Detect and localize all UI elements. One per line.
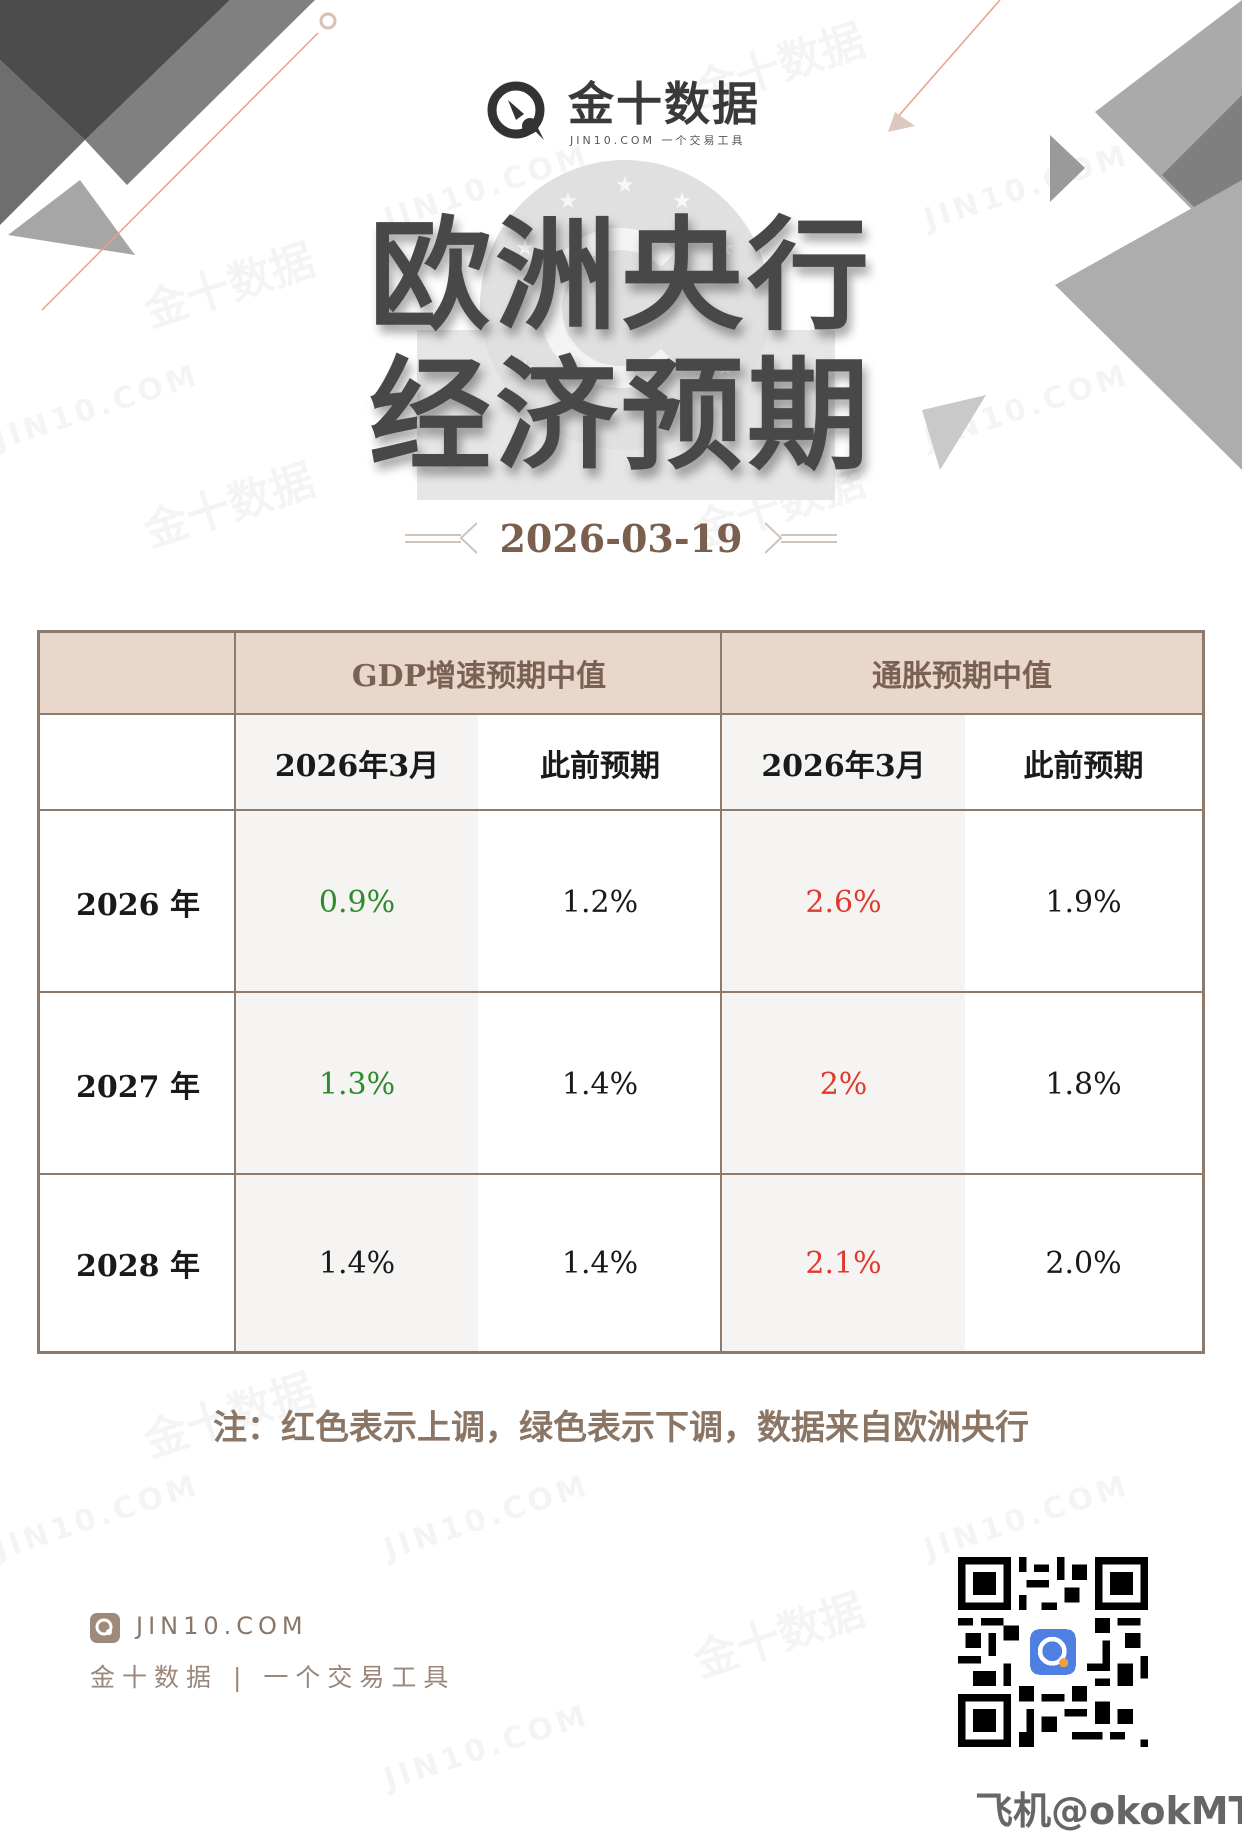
footer-tagline: 金十数据 | 一个交易工具	[90, 1663, 456, 1692]
decorative-shapes-top-right	[860, 0, 1242, 480]
table-divider	[40, 713, 1202, 715]
date-row: 2026-03-19	[0, 510, 1242, 566]
svg-text:★: ★	[515, 356, 535, 381]
brand-subtitle: JIN10.COM 一个交易工具	[570, 134, 746, 147]
svg-text:★: ★	[515, 236, 535, 261]
gdp-current-2028: 1.4%	[318, 1245, 396, 1281]
cpi-current-2027: 2%	[819, 1066, 868, 1102]
table-divider	[40, 1173, 1202, 1175]
gdp-current-2026: 0.9%	[318, 884, 396, 920]
watermark: JIN10.COM	[920, 1468, 1134, 1567]
row-label-2026: 2026 年	[76, 888, 200, 923]
qr-code[interactable]	[957, 1557, 1149, 1747]
row-label-2028: 2028 年	[76, 1249, 200, 1284]
rocket-q-logo-icon	[487, 81, 545, 140]
svg-text:★: ★	[715, 356, 735, 381]
watermark: 金十数据	[684, 1574, 871, 1689]
cpi-current-2026: 2.6%	[805, 884, 882, 920]
gdp-previous-2028: 1.4%	[561, 1245, 639, 1281]
watermark: JIN10.COM	[380, 1468, 594, 1567]
social-handle: 飞机@okokMT	[975, 1789, 1242, 1833]
cpi-current-2028: 2.1%	[805, 1245, 882, 1281]
header-gdp: GDP增速预期中值	[236, 633, 722, 713]
footer-site: JIN10.COM	[136, 1612, 308, 1640]
shaded-column	[236, 715, 478, 1351]
subheader-cpi-previous: 此前预期	[1023, 749, 1144, 784]
right-ornament-icon	[764, 522, 837, 554]
page-title-line1: 欧洲央行	[369, 203, 873, 347]
gdp-previous-2026: 1.2%	[561, 884, 639, 920]
page-title-line2: 经济预期	[369, 343, 873, 487]
shaded-column	[722, 715, 965, 1351]
eu-stars-icon: ★ ★ ★ ★ ★ ★ ★	[480, 160, 770, 450]
cpi-previous-2027: 1.8%	[1045, 1066, 1122, 1102]
table-divider	[234, 633, 236, 1351]
header-corner-cell	[40, 633, 236, 713]
gdp-previous-2027: 1.4%	[561, 1066, 639, 1102]
cpi-previous-2028: 2.0%	[1045, 1245, 1122, 1281]
forecast-table: GDP增速预期中值 通胀预期中值 2026年3月 此前预期 2026年3月 此前…	[37, 630, 1205, 1354]
subheader-gdp-current: 2026年3月	[274, 749, 440, 784]
cpi-previous-2026: 1.9%	[1045, 884, 1122, 920]
table-divider	[40, 809, 1202, 811]
subheader-cpi-current: 2026年3月	[761, 749, 926, 784]
svg-text:★: ★	[672, 189, 692, 214]
subheader-gdp-previous: 此前预期	[540, 749, 660, 784]
header-inflation: 通胀预期中值	[722, 633, 1202, 713]
svg-text:★: ★	[558, 189, 578, 214]
svg-text:★: ★	[615, 173, 635, 198]
left-ornament-icon	[405, 522, 478, 554]
footer-logo-icon	[90, 1613, 120, 1643]
gdp-current-2027: 1.3%	[318, 1066, 396, 1102]
row-label-2027: 2027 年	[76, 1070, 200, 1105]
report-date: 2026-03-19	[499, 515, 743, 561]
table-divider	[720, 633, 722, 1351]
table-divider	[40, 991, 1202, 993]
watermark: JIN10.COM	[0, 1468, 204, 1567]
svg-text:★: ★	[715, 236, 735, 261]
footnote: 注：红色表示上调，绿色表示下调，数据来自欧洲央行	[213, 1408, 1029, 1448]
watermark: JIN10.COM	[380, 1698, 594, 1797]
brand-logo: 金十数据 JIN10.COM 一个交易工具	[486, 77, 766, 150]
brand-name: 金十数据	[568, 77, 760, 131]
decorative-shapes-top-left	[0, 0, 360, 330]
